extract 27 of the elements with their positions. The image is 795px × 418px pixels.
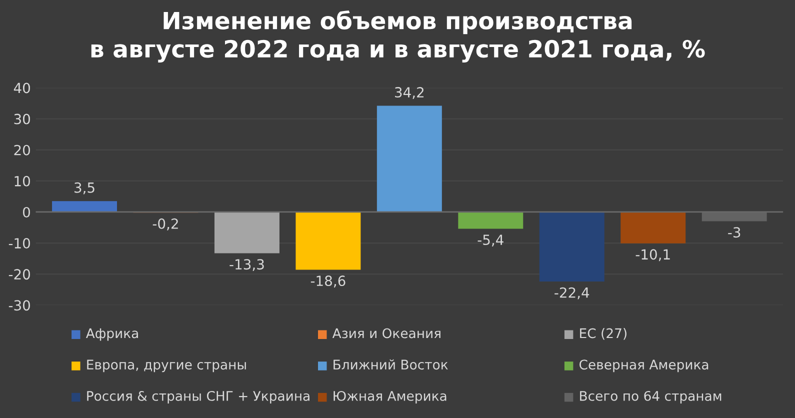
- legend-label: Ближний Восток: [334, 359, 448, 370]
- y-tick-label: -20: [8, 269, 30, 280]
- chart-title: Изменение объемов производства в августе 2022 года и в августе 2021 года, %: [91, 10, 705, 62]
- legend-label: Всего по 64 странам: [580, 390, 722, 404]
- data-label: -13,3: [230, 259, 264, 272]
- legend-label: Африка: [86, 328, 138, 341]
- y-tick-label: -10: [8, 238, 30, 249]
- data-label: -22,4: [554, 287, 590, 300]
- data-label: 34,2: [395, 87, 424, 99]
- y-tick-label: 40: [14, 82, 30, 94]
- legend-label: Россия & страны СНГ + Украина: [87, 390, 310, 404]
- data-label: -3: [728, 227, 740, 238]
- data-label: -10,1: [636, 249, 670, 262]
- legend-label: Южная Америка: [334, 390, 446, 404]
- data-label: 3,5: [74, 182, 94, 194]
- y-tick-label: 0: [22, 206, 30, 218]
- y-tick-label: 20: [14, 144, 30, 156]
- data-label: -18,6: [310, 276, 346, 288]
- y-tick-label: -30: [8, 300, 30, 311]
- y-tick-label: 10: [14, 176, 30, 186]
- legend-label: Европа, другие страны: [87, 360, 246, 372]
- data-label: -0,2: [152, 218, 178, 230]
- legend-label: ЕС (27): [580, 328, 626, 340]
- legend-label: Северная Америка: [580, 360, 708, 372]
- legend-label: Азия и Океания: [332, 328, 440, 338]
- data-label: -5,4: [478, 234, 504, 246]
- y-tick-label: 30: [14, 114, 30, 124]
